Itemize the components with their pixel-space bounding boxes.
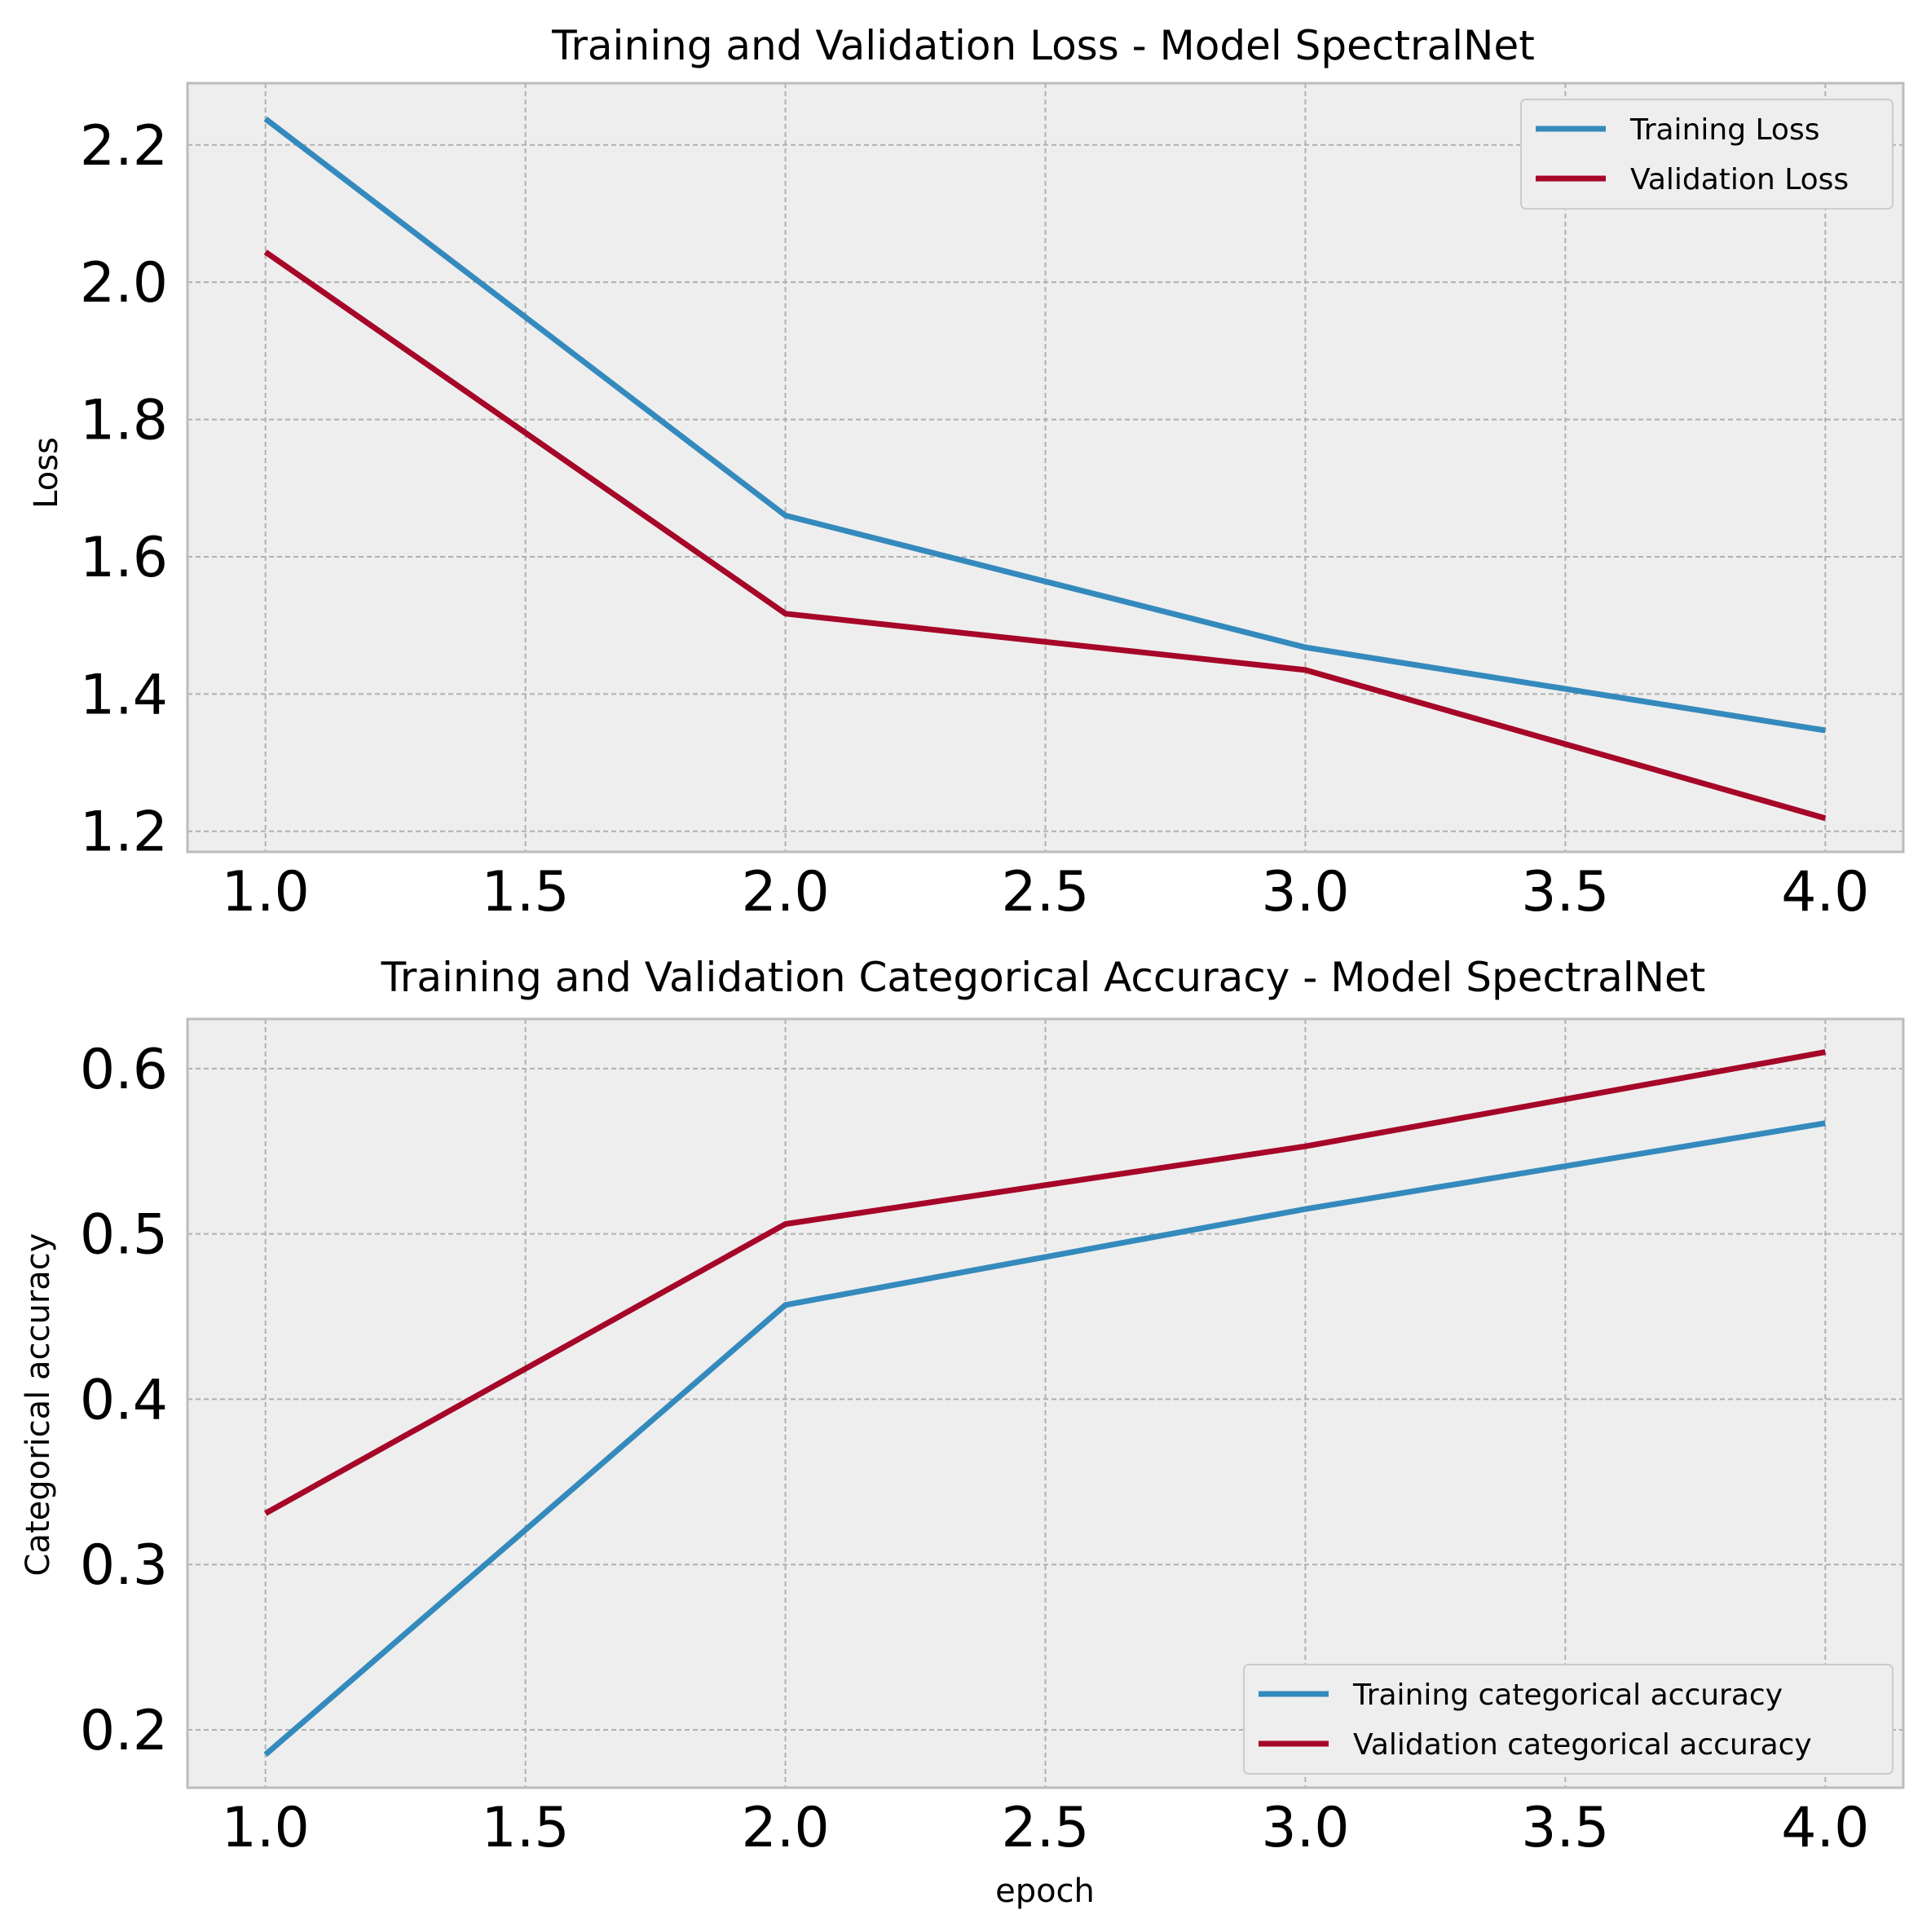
loss-y-tick-label: 2.2 xyxy=(80,114,168,179)
loss-x-tick-label: 2.5 xyxy=(1001,860,1089,924)
loss-chart: Training and Validation Loss - Model Spe… xyxy=(28,22,1905,924)
accuracy-legend-label-training: Training categorical accuracy xyxy=(1352,1678,1783,1712)
accuracy-legend-label-validation: Validation categorical accuracy xyxy=(1353,1728,1812,1762)
accuracy-y-tick-label: 0.5 xyxy=(80,1203,168,1268)
accuracy-legend: Training categorical accuracy Validation… xyxy=(1243,1664,1894,1775)
loss-chart-title: Training and Validation Loss - Model Spe… xyxy=(551,22,1535,69)
accuracy-x-tick-label: 2.0 xyxy=(741,1796,829,1860)
accuracy-series-line-validation xyxy=(263,1049,1826,1516)
loss-x-tick-label: 1.0 xyxy=(222,860,310,924)
accuracy-y-axis-label: Categorical accuracy xyxy=(20,1233,57,1577)
loss-x-tick-label: 3.5 xyxy=(1521,860,1609,924)
accuracy-y-tick-label: 0.4 xyxy=(80,1368,168,1432)
accuracy-plot-frame xyxy=(186,1017,1905,1789)
loss-y-axis-label: Loss xyxy=(28,437,65,509)
loss-y-tick-label: 1.2 xyxy=(80,801,168,865)
loss-y-ticks: 1.2 1.4 1.6 1.8 2.0 2.2 xyxy=(80,114,168,865)
loss-legend: Training Loss Validation Loss xyxy=(1520,99,1894,210)
loss-y-tick-label: 1.4 xyxy=(80,663,168,727)
accuracy-y-tick-label: 0.2 xyxy=(80,1699,168,1763)
accuracy-x-ticks: 1.0 1.5 2.0 2.5 3.0 3.5 4.0 xyxy=(222,1796,1870,1860)
accuracy-x-axis-label: epoch xyxy=(995,1872,1095,1910)
accuracy-series-line-training xyxy=(263,1120,1826,1758)
accuracy-chart: Training and Validation Categorical Accu… xyxy=(20,954,1905,1910)
accuracy-series-lines xyxy=(263,1049,1826,1758)
loss-legend-box xyxy=(1520,99,1894,210)
loss-x-ticks: 1.0 1.5 2.0 2.5 3.0 3.5 4.0 xyxy=(222,860,1870,924)
loss-legend-label-training: Training Loss xyxy=(1629,113,1819,147)
accuracy-y-tick-label: 0.6 xyxy=(80,1038,168,1102)
accuracy-y-tick-label: 0.3 xyxy=(80,1533,168,1598)
loss-y-tick-label: 2.0 xyxy=(80,251,168,315)
loss-x-tick-label: 1.5 xyxy=(482,860,570,924)
loss-x-tick-label: 3.0 xyxy=(1261,860,1349,924)
accuracy-y-ticks: 0.2 0.3 0.4 0.5 0.6 xyxy=(80,1038,168,1763)
accuracy-x-tick-label: 3.0 xyxy=(1261,1796,1349,1860)
loss-y-tick-label: 1.8 xyxy=(80,389,168,453)
accuracy-x-tick-label: 1.5 xyxy=(482,1796,570,1860)
accuracy-x-tick-label: 4.0 xyxy=(1781,1796,1869,1860)
loss-y-tick-label: 1.6 xyxy=(80,526,168,590)
loss-x-tick-label: 4.0 xyxy=(1781,860,1869,924)
loss-x-tick-label: 2.0 xyxy=(741,860,829,924)
loss-series-lines xyxy=(263,117,1827,822)
loss-plot-frame xyxy=(186,82,1905,854)
loss-series-line-training xyxy=(263,117,1826,734)
loss-legend-label-validation: Validation Loss xyxy=(1630,163,1849,196)
accuracy-legend-box xyxy=(1243,1664,1894,1775)
accuracy-x-tick-label: 1.0 xyxy=(222,1796,310,1860)
accuracy-x-tick-label: 2.5 xyxy=(1001,1796,1089,1860)
loss-series-line-validation xyxy=(263,249,1827,822)
accuracy-chart-title: Training and Validation Categorical Accu… xyxy=(381,954,1706,1001)
accuracy-x-tick-label: 3.5 xyxy=(1521,1796,1609,1860)
